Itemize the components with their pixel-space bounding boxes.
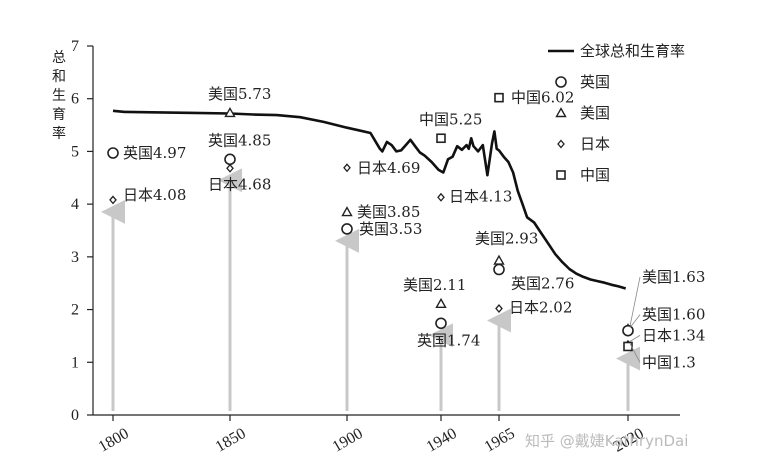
y-tick-label: 3 — [71, 249, 79, 266]
legend-circle-icon — [555, 76, 567, 88]
data-label: 英国3.53 — [359, 220, 422, 238]
y-tick-label: 2 — [71, 302, 79, 319]
data-label: 日本4.13 — [449, 187, 512, 205]
legend-item-label: 美国 — [580, 104, 610, 122]
leader-line — [629, 314, 641, 328]
y-tick-label: 1 — [71, 354, 79, 371]
x-tick-label: 1940 — [424, 425, 460, 456]
y-axis-label-char: 率 — [52, 125, 66, 142]
marker-中国-2020 — [623, 341, 633, 352]
x-tick-label: 1965 — [482, 425, 518, 456]
marker-英国-1940 — [435, 317, 447, 330]
y-tick-label: 4 — [71, 196, 79, 213]
leader-line — [629, 335, 641, 342]
data-label: 中国1.3 — [642, 353, 696, 371]
data-label: 中国6.02 — [511, 89, 574, 107]
marker-中国-1965 — [494, 92, 504, 103]
data-label: 中国5.25 — [419, 110, 482, 128]
marker-英国-1900 — [341, 223, 353, 235]
legend-item-label: 全球总和生育率 — [580, 42, 685, 60]
data-label: 英国4.97 — [123, 144, 186, 162]
data-label: 英国4.85 — [208, 131, 271, 149]
marker-英国-1850 — [224, 153, 236, 166]
marker-日本-1850 — [226, 163, 234, 173]
legend-diamond-icon — [557, 139, 565, 149]
data-label: 日本1.34 — [642, 326, 705, 344]
y-axis-label-char: 生 — [52, 88, 66, 104]
data-label: 日本4.69 — [357, 159, 420, 177]
markers-layer: 英国4.97 日本4.08 美国5.73 英国4.85 日本4.68 日本4.69 美国3.… — [107, 85, 705, 371]
y-tick-label: 0 — [71, 407, 79, 424]
legend-item-label: 日本 — [580, 135, 610, 153]
legend-square-icon — [556, 170, 566, 180]
legend-triangle-icon — [555, 107, 567, 118]
arrows-layer — [101, 168, 640, 411]
data-label: 日本4.68 — [208, 175, 271, 193]
marker-日本-1940 — [437, 192, 445, 202]
leader-line — [629, 343, 641, 363]
marker-日本-1800 — [109, 195, 117, 205]
y-tick-label: 5 — [71, 143, 79, 160]
data-label: 英国1.74 — [417, 331, 480, 349]
data-label: 英国1.60 — [642, 306, 705, 324]
y-tick-label: 6 — [71, 91, 79, 108]
data-label: 美国2.93 — [475, 230, 538, 248]
marker-美国-1940 — [435, 297, 447, 308]
marker-美国-1900 — [341, 206, 353, 217]
line-layer — [112, 109, 627, 290]
data-label: 英国2.76 — [511, 275, 574, 293]
y-axis-label-char: 育 — [52, 107, 66, 123]
marker-英国-1965 — [493, 263, 505, 276]
x-tick-label: 1800 — [96, 425, 132, 456]
y-axis-label: 总和生育率 — [52, 50, 66, 142]
marker-美国-1965 — [493, 254, 505, 265]
marker-日本-1900 — [343, 163, 351, 173]
legend-item-label: 英国 — [580, 73, 610, 91]
data-label: 日本2.02 — [509, 299, 572, 317]
data-label: 美国2.11 — [403, 276, 466, 294]
marker-日本-1965 — [495, 304, 503, 314]
x-tick-label: 1900 — [330, 425, 366, 456]
leader-line — [629, 276, 641, 327]
data-label: 美国1.63 — [642, 268, 705, 286]
data-label: 日本4.08 — [123, 186, 186, 204]
legend-item-label: 中国 — [580, 166, 610, 184]
data-label: 美国5.73 — [208, 85, 271, 103]
marker-美国-1850 — [224, 107, 236, 118]
marker-中国-1940 — [436, 133, 446, 144]
marker-英国-2020 — [622, 324, 634, 337]
y-axis-label-char: 和 — [52, 69, 66, 85]
y-axis-label-char: 总 — [52, 50, 66, 66]
x-tick-label: 1850 — [213, 425, 249, 456]
marker-英国-1800 — [107, 147, 119, 159]
y-tick-label: 7 — [71, 38, 79, 55]
data-label: 美国3.85 — [357, 203, 420, 221]
watermark: 知乎 @戴婕KathrynDai — [525, 432, 688, 450]
series-line — [112, 109, 627, 290]
